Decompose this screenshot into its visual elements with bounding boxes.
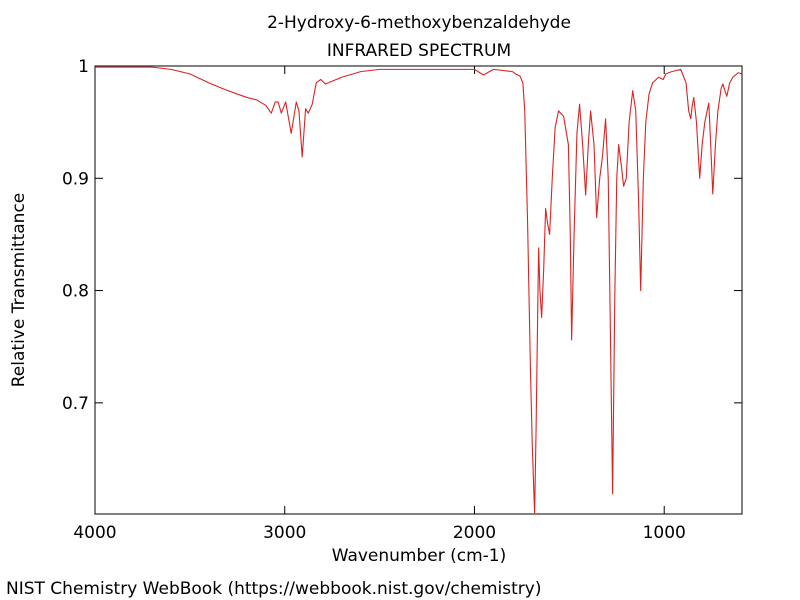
y-tick-label: 0.8	[62, 282, 89, 302]
source-note: NIST Chemistry WebBook (https://webbook.…	[6, 579, 541, 599]
chart-title: 2-Hydroxy-6-methoxybenzaldehyde	[267, 13, 571, 33]
x-axis-label: Wavenumber (cm-1)	[332, 546, 507, 566]
plot-frame	[94, 65, 743, 515]
x-tick-label: 1000	[643, 523, 686, 543]
x-tick-label: 2000	[453, 523, 496, 543]
y-tick-label: 1	[78, 57, 89, 77]
spectrum-line	[95, 66, 743, 515]
x-tick-label: 3000	[263, 523, 306, 543]
y-tick-label: 0.9	[62, 169, 89, 189]
y-tick-label: 0.7	[62, 394, 89, 414]
y-axis-label: Relative Transmittance	[9, 193, 29, 388]
chart-subtitle: INFRARED SPECTRUM	[327, 41, 511, 61]
x-tick-label: 4000	[73, 523, 116, 543]
